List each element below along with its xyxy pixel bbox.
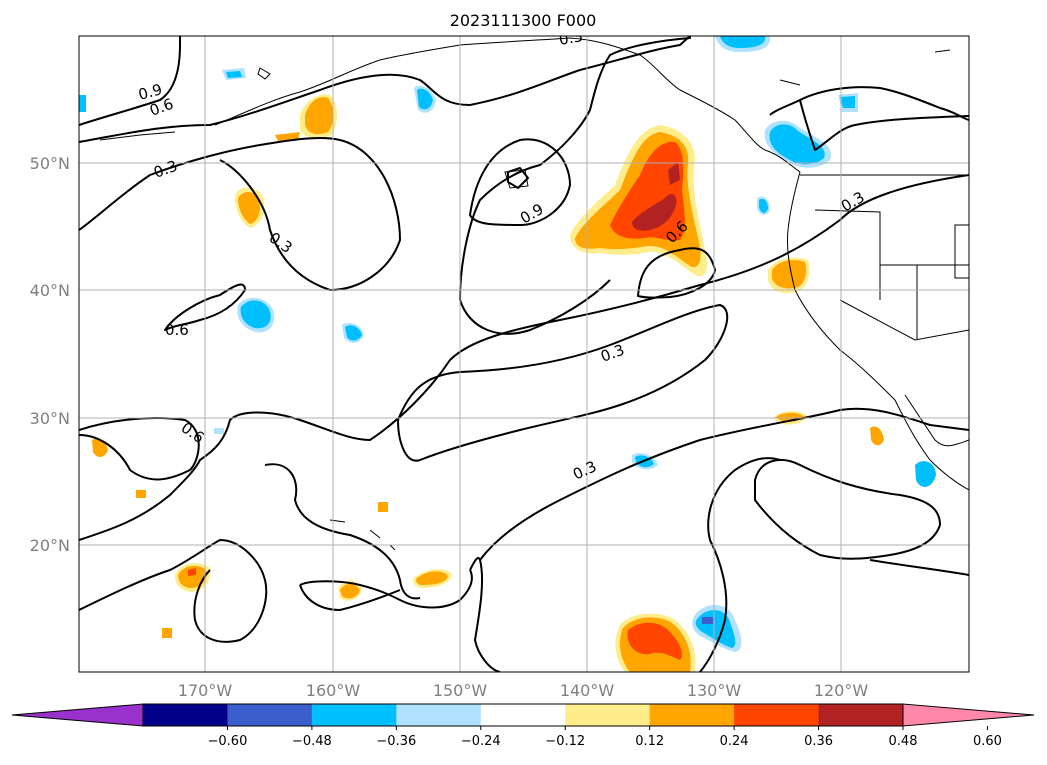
colorbar-swatch bbox=[396, 704, 482, 726]
anomaly-fills bbox=[79, 36, 936, 672]
colorbar-swatch bbox=[565, 704, 651, 726]
colorbar-extend-min bbox=[11, 703, 144, 727]
colorbar-tick-label: 0.24 bbox=[720, 734, 749, 749]
colorbar-swatch bbox=[818, 704, 904, 726]
contour-label: 0.3 bbox=[558, 27, 585, 49]
lon-label: 140°W bbox=[560, 681, 615, 700]
lon-label: 120°W bbox=[814, 681, 869, 700]
colorbar-tick-label: 0.60 bbox=[973, 734, 1002, 749]
contour-label: 0.6 bbox=[165, 321, 189, 339]
colorbar-tick-label: −0.60 bbox=[208, 734, 248, 749]
coastlines bbox=[99, 37, 969, 551]
colorbar-swatch bbox=[143, 704, 228, 726]
contour-label: 0.9 bbox=[136, 80, 164, 104]
contour-lines bbox=[79, 36, 969, 672]
lon-label: 130°W bbox=[687, 681, 742, 700]
colorbar-tick-label: 0.48 bbox=[889, 734, 918, 749]
colorbar: −0.60 −0.48 −0.36 −0.24 −0.12 0.12 0.24 0.36 0.4… bbox=[11, 703, 1035, 749]
colorbar-swatch bbox=[734, 704, 820, 726]
colorbar-tick-label: 0.12 bbox=[635, 734, 664, 749]
map-area: 0.9 0.6 0.3 0.3 0.9 0.6 0.3 0.6 0.3 0.6 … bbox=[79, 27, 969, 672]
colorbar-tick-label: 0.36 bbox=[804, 734, 833, 749]
lat-label: 20°N bbox=[30, 536, 70, 555]
colorbar-tick-label: −0.24 bbox=[461, 734, 501, 749]
lon-label: 170°W bbox=[178, 681, 233, 700]
lon-label: 150°W bbox=[433, 681, 488, 700]
colorbar-frame bbox=[142, 703, 904, 727]
lon-label: 160°W bbox=[306, 681, 361, 700]
graticule bbox=[79, 36, 969, 672]
colorbar-tick-label: −0.48 bbox=[292, 734, 332, 749]
lat-label: 40°N bbox=[30, 281, 70, 300]
lat-label: 50°N bbox=[30, 154, 70, 173]
colorbar-swatch bbox=[649, 704, 735, 726]
map-frame bbox=[78, 35, 970, 673]
colorbar-tick-label: −0.12 bbox=[545, 734, 585, 749]
longitude-labels: 170°W 160°W 150°W 140°W 130°W 120°W bbox=[178, 681, 869, 700]
lat-label: 30°N bbox=[30, 409, 70, 428]
colorbar-swatch bbox=[311, 704, 397, 726]
colorbar-swatch bbox=[480, 704, 566, 726]
colorbar-extend-max bbox=[902, 703, 1035, 727]
colorbar-tick-label: −0.36 bbox=[376, 734, 416, 749]
colorbar-swatch bbox=[227, 704, 313, 726]
map-title: 2023111300 F000 bbox=[450, 11, 597, 30]
latitude-labels: 50°N 40°N 30°N 20°N bbox=[30, 154, 70, 555]
